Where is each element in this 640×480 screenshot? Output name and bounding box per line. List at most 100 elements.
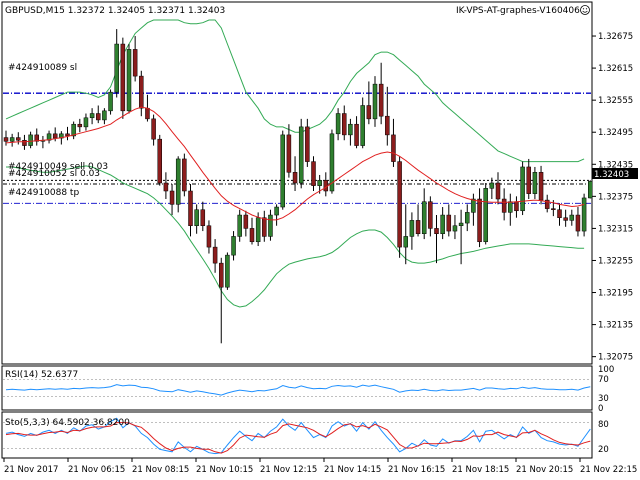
- candle-body: [317, 180, 322, 186]
- candle-body: [477, 198, 482, 243]
- order-label-tp: #424910088 tp: [8, 188, 79, 198]
- candle-body: [163, 182, 169, 192]
- candle-body: [409, 220, 415, 237]
- price-pane[interactable]: [3, 19, 593, 344]
- candle-body: [557, 209, 562, 218]
- rsi-label: RSI(14) 52.6377: [5, 370, 78, 380]
- candle-body: [157, 138, 162, 184]
- candle-body: [83, 117, 89, 128]
- price-tick-label: 1.32315: [598, 224, 633, 234]
- candle-body: [231, 236, 236, 256]
- rsi-level-100: 100: [598, 365, 614, 375]
- candle-body: [551, 208, 556, 210]
- price-tick-label: 1.32135: [598, 321, 633, 331]
- candle-body: [514, 201, 519, 212]
- candle-body: [532, 172, 538, 194]
- candle-body: [262, 217, 267, 237]
- candle-body: [286, 134, 292, 173]
- time-tick-label: 21 Nov 10:15: [196, 465, 253, 475]
- candle-body: [495, 182, 501, 200]
- rsi-level-0: 0: [598, 404, 603, 414]
- candle-body: [298, 126, 304, 184]
- candle-body: [391, 134, 396, 162]
- price-tick-label: 1.32255: [598, 256, 633, 266]
- time-tick-label: 21 Nov 18:15: [452, 465, 509, 475]
- candle-body: [311, 161, 316, 186]
- candle-body: [22, 139, 27, 146]
- candle-body: [415, 220, 421, 234]
- candle-body: [563, 217, 568, 221]
- candle-body: [575, 214, 581, 232]
- candle-body: [544, 199, 550, 209]
- candle-body: [237, 214, 242, 237]
- candle-body: [446, 214, 452, 232]
- candle-body: [169, 190, 175, 205]
- order-label-sell: #424910049 sell 0.03: [8, 162, 108, 172]
- candle-body: [139, 75, 144, 109]
- candle-body: [96, 113, 101, 121]
- candle-body: [483, 188, 488, 243]
- smiley-icon: [580, 5, 590, 15]
- candle-body: [132, 49, 138, 77]
- price-tick-label: 1.32435: [598, 160, 633, 170]
- axes: 1.32675 1.32615 1.32555 1.32495 1.32435 1.323…: [3, 32, 637, 475]
- stoch-signal-line: [5, 422, 591, 454]
- order-label-sl: #424910089 sl: [8, 63, 77, 73]
- stoch-pane[interactable]: [3, 417, 591, 455]
- symbol-info: GBPUSD,M15 1.32372 1.32405 1.32371 1.324…: [5, 6, 225, 16]
- candle-body: [342, 113, 347, 136]
- candle-body: [588, 181, 593, 199]
- current-price-value: 1.32403: [594, 170, 629, 180]
- candle-body: [194, 209, 199, 226]
- candle-body: [77, 123, 83, 128]
- candle-body: [225, 254, 230, 288]
- candle-body: [120, 43, 126, 112]
- candle-body: [212, 246, 218, 264]
- candle-body: [378, 83, 384, 117]
- candle-body: [151, 118, 156, 140]
- rsi-pane[interactable]: [3, 379, 591, 397]
- price-tick-label: 1.32675: [598, 32, 633, 42]
- candle-body: [71, 123, 76, 137]
- candle-body: [520, 166, 525, 212]
- candle-body: [508, 201, 513, 213]
- candle-body: [46, 133, 52, 141]
- candle-body: [200, 209, 206, 226]
- candle-body: [274, 206, 279, 216]
- candle-body: [397, 161, 402, 248]
- candle-body: [3, 137, 9, 142]
- current-price-tag: [592, 168, 638, 179]
- candle-body: [175, 158, 181, 205]
- candle-body: [465, 212, 470, 224]
- candle-body: [526, 166, 531, 194]
- candle-body: [372, 83, 378, 120]
- candle-body: [268, 214, 273, 237]
- time-tick-label: 21 Nov 14:15: [324, 465, 381, 475]
- candle-body: [403, 236, 408, 248]
- candle-body: [292, 172, 298, 184]
- rsi-level-70: 70: [598, 375, 609, 385]
- candle-body: [28, 134, 33, 146]
- candle-body: [471, 198, 476, 213]
- candle-body: [182, 158, 187, 192]
- candle-body: [569, 214, 575, 221]
- candle-body: [114, 43, 119, 93]
- stoch-pane-frame: [1, 411, 593, 459]
- stoch-label: Sto(5,3,3) 64.5902 36.8200: [5, 418, 130, 428]
- candle-body: [280, 134, 285, 208]
- candle-body: [581, 197, 587, 232]
- candle-body: [323, 180, 329, 192]
- candle-body: [52, 133, 58, 139]
- candle-body: [366, 105, 372, 120]
- time-tick-label: 21 Nov 22:15: [580, 465, 637, 475]
- candle-body: [501, 198, 507, 213]
- bollinger-lower-line: [6, 165, 585, 308]
- price-tick-label: 1.32555: [598, 96, 633, 106]
- price-tick-label: 1.32375: [598, 192, 633, 202]
- bollinger-upper-line: [5, 19, 585, 163]
- moving-average-line: [5, 106, 585, 221]
- stoch-level-80: 80: [598, 420, 609, 430]
- rsi-line: [5, 384, 591, 396]
